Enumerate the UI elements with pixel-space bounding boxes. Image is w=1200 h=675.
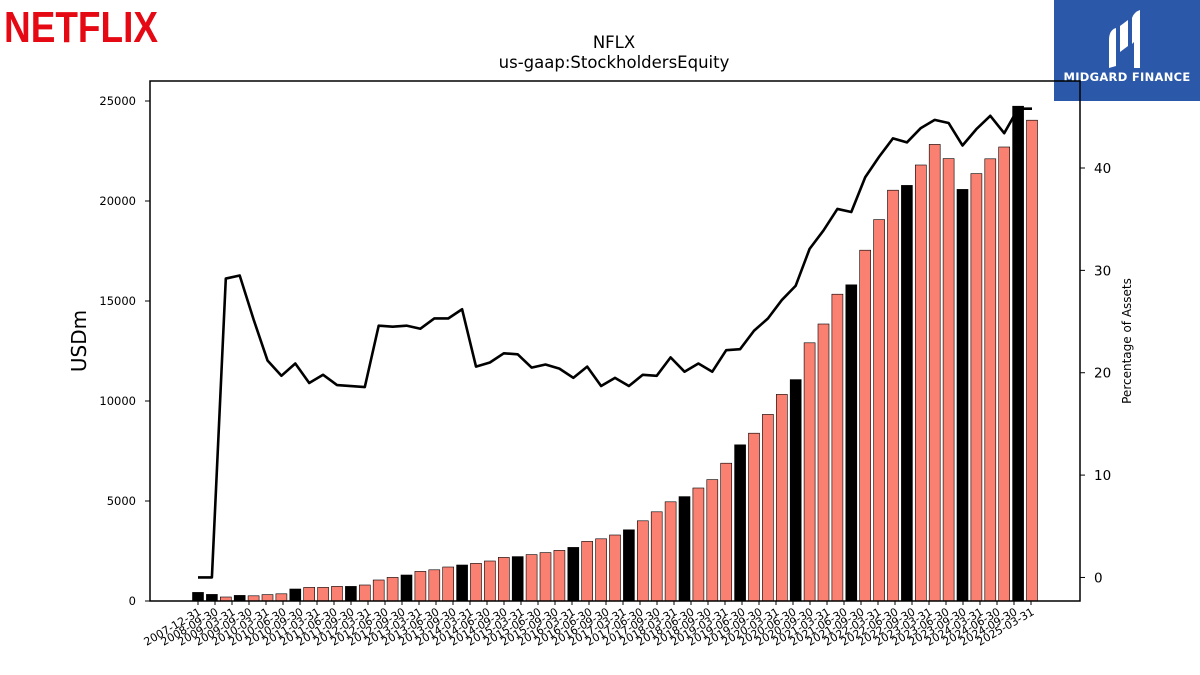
bar xyxy=(970,173,983,602)
bar xyxy=(192,592,204,602)
y-tick-label: 25000 xyxy=(99,94,136,108)
bar xyxy=(206,594,218,602)
bar xyxy=(595,538,607,602)
bar xyxy=(233,595,246,602)
bar xyxy=(609,534,621,602)
bar xyxy=(914,164,927,602)
bar xyxy=(525,554,538,602)
bar xyxy=(678,496,691,602)
chart-subtitle: us-gaap:StockholdersEquity xyxy=(499,53,730,72)
bar xyxy=(414,571,427,602)
bar xyxy=(345,586,357,602)
bar xyxy=(331,586,343,602)
y-tick-label: 10000 xyxy=(99,394,136,408)
bar xyxy=(762,414,774,602)
bar xyxy=(581,541,594,602)
bar xyxy=(386,577,399,602)
bar xyxy=(372,579,385,602)
bar xyxy=(247,595,260,602)
bar xyxy=(484,560,496,602)
bar xyxy=(636,520,649,602)
bar xyxy=(358,584,371,602)
bar xyxy=(400,574,413,602)
bar xyxy=(553,550,566,602)
bar xyxy=(859,249,872,602)
bar xyxy=(1026,119,1038,602)
y2-tick-label: 0 xyxy=(1094,570,1103,586)
bar xyxy=(942,158,955,602)
bar xyxy=(511,556,524,602)
bar xyxy=(873,219,885,602)
bar xyxy=(1012,105,1024,602)
bar xyxy=(817,323,830,602)
y-tick-label: 0 xyxy=(129,594,136,608)
bar xyxy=(442,566,455,602)
bar xyxy=(261,594,274,602)
percentage-line xyxy=(198,107,1032,579)
bar xyxy=(692,487,705,602)
y-tick-label: 15000 xyxy=(99,294,136,308)
bar xyxy=(275,593,288,602)
bar xyxy=(789,379,802,602)
bar xyxy=(497,557,510,602)
y2-axis-label: Percentage of Assets xyxy=(1120,278,1134,404)
bar xyxy=(567,547,580,602)
bar xyxy=(984,158,997,602)
y2-tick-label: 10 xyxy=(1094,468,1111,484)
y2-tick-label: 20 xyxy=(1094,366,1111,382)
bar xyxy=(928,144,941,602)
bar xyxy=(956,189,969,602)
y-axis-label: USDm xyxy=(67,310,91,372)
bar xyxy=(470,563,482,602)
plot-frame xyxy=(149,80,1081,602)
bar xyxy=(734,444,746,602)
bar xyxy=(706,479,719,602)
bar xyxy=(803,342,816,602)
bar xyxy=(664,501,677,602)
svg-text:NETFLIX: NETFLIX xyxy=(4,3,158,48)
bar xyxy=(650,511,663,602)
bar xyxy=(901,185,913,602)
y-tick-label: 5000 xyxy=(107,494,136,508)
bar xyxy=(887,189,899,602)
bar xyxy=(775,394,788,602)
bar xyxy=(845,284,858,602)
chart-title: NFLX xyxy=(593,33,635,52)
bar xyxy=(748,432,760,602)
bar xyxy=(539,552,552,602)
bar xyxy=(303,587,316,602)
netflix-logo: NETFLIX xyxy=(4,2,164,52)
bar xyxy=(428,569,441,602)
midgard-m-icon xyxy=(1109,10,1140,68)
bar xyxy=(720,462,733,602)
bar xyxy=(456,564,468,602)
bar xyxy=(831,293,844,602)
y2-tick-label: 30 xyxy=(1094,263,1111,279)
bar xyxy=(317,587,329,602)
y2-tick-label: 40 xyxy=(1094,161,1111,177)
bar xyxy=(289,588,302,602)
publisher-name: MIDGARD FINANCE xyxy=(1063,70,1191,84)
y-tick-label: 20000 xyxy=(99,194,136,208)
bar xyxy=(623,529,635,602)
bar xyxy=(998,146,1011,602)
midgard-finance-logo: MIDGARD FINANCE xyxy=(1054,0,1200,101)
